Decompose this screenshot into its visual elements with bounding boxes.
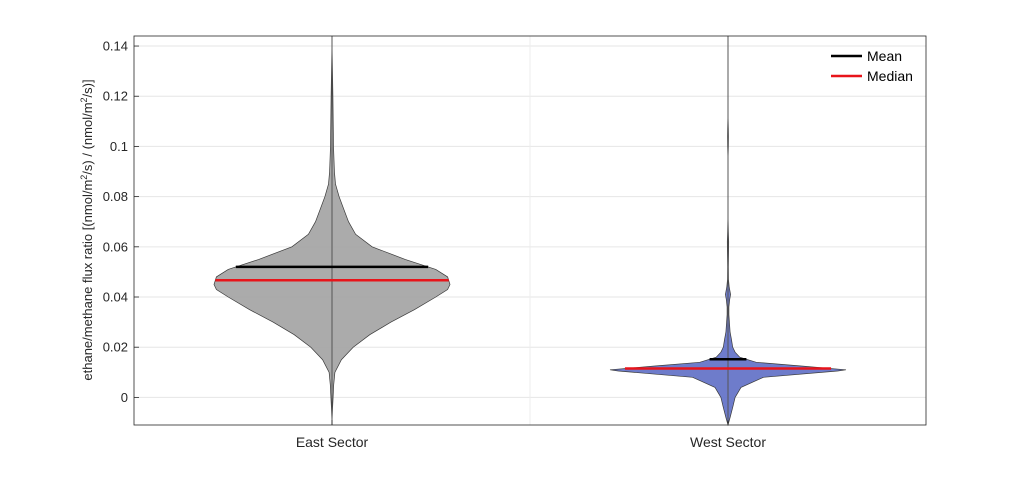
y-axis: 0 0.02 0.04 0.06 0.08 0.1 0.12 0.14 bbox=[103, 39, 139, 405]
x-tick-label: West Sector bbox=[690, 434, 766, 450]
y-axis-label: ethane/methane flux ratio [(nmol/m2/s) /… bbox=[79, 79, 95, 380]
y-tick-label: 0.04 bbox=[103, 290, 128, 305]
y-tick-label: 0 bbox=[121, 390, 128, 405]
y-tick-label: 0.14 bbox=[103, 39, 128, 54]
y-tick-label: 0.06 bbox=[103, 239, 128, 254]
legend-label: Median bbox=[867, 68, 913, 84]
y-tick-label: 0.08 bbox=[103, 189, 128, 204]
x-axis: East Sector West Sector bbox=[296, 420, 766, 450]
y-tick-label: 0.1 bbox=[110, 139, 128, 154]
x-tick-label: East Sector bbox=[296, 434, 369, 450]
y-tick-label: 0.12 bbox=[103, 89, 128, 104]
plot-frame bbox=[133, 35, 927, 426]
y-tick-label: 0.02 bbox=[103, 340, 128, 355]
legend-label: Mean bbox=[867, 48, 902, 64]
stat-lines bbox=[215, 265, 832, 370]
legend: Mean Median bbox=[831, 48, 913, 84]
